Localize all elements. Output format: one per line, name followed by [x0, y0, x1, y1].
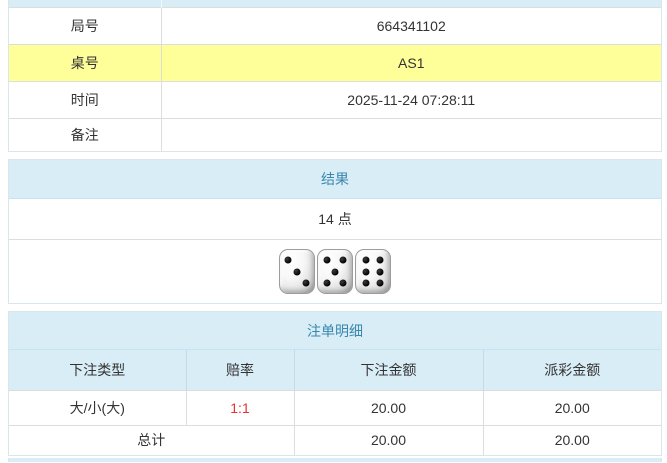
result-points: 14 点: [9, 199, 661, 239]
result-panel-title: 结果: [9, 160, 661, 199]
game-info-table: 局号 664341102 桌号 AS1 时间 2025-11-24 07:28:…: [9, 0, 661, 151]
col-bet-type: 下注类型: [9, 350, 186, 390]
round-number-value: 664341102: [160, 6, 661, 44]
die-face-3-icon: [279, 249, 315, 294]
bet-row: 大/小(大) 1:1 20.00 20.00: [9, 389, 661, 425]
bet-details-table: 下注类型 赔率 下注金额 派彩金额 大/小(大) 1:1 20.00 20.00…: [9, 350, 661, 455]
table-number-label: 桌号: [9, 43, 161, 81]
info-row-1: 桌号 AS1: [9, 43, 661, 81]
bet-type-value: 大/小(大): [9, 389, 186, 425]
cutoff-header-row: [9, 0, 661, 7]
bet-amount-value: 20.00: [293, 389, 483, 425]
remark-value: [160, 117, 661, 151]
bets-header-row: 下注类型 赔率 下注金额 派彩金额: [9, 350, 661, 390]
game-info-panel: 局号 664341102 桌号 AS1 时间 2025-11-24 07:28:…: [8, 0, 662, 152]
time-value: 2025-11-24 07:28:11: [160, 80, 661, 118]
col-bet-amount: 下注金额: [293, 350, 483, 390]
die-face-6-icon: [355, 249, 391, 294]
cutoff-header-cell: [9, 0, 161, 7]
total-label: 总计: [9, 424, 294, 455]
info-row-2: 时间 2025-11-24 07:28:11: [9, 80, 661, 118]
total-bet-amount: 20.00: [293, 424, 483, 455]
info-row-3: 备注: [9, 117, 661, 151]
next-panel-header-partial: [8, 458, 662, 462]
time-label: 时间: [9, 80, 161, 118]
cutoff-header-cell: [160, 0, 661, 7]
bet-details-title: 注单明细: [9, 312, 661, 350]
total-row: 总计 20.00 20.00: [9, 424, 661, 455]
bet-details-panel: 注单明细 下注类型 赔率 下注金额 派彩金额 大/小(大) 1:1 20.00 …: [8, 311, 662, 456]
dice-row: [9, 239, 661, 303]
table-number-value: AS1: [160, 43, 661, 81]
remark-label: 备注: [9, 117, 161, 151]
odds-value: 1:1: [185, 389, 294, 425]
payout-amount-value: 20.00: [482, 389, 661, 425]
die-face-5-icon: [317, 249, 353, 294]
col-payout-amount: 派彩金额: [482, 350, 661, 390]
result-panel: 结果 14 点: [8, 159, 662, 304]
round-number-label: 局号: [9, 6, 161, 44]
info-row-0: 局号 664341102: [9, 6, 661, 44]
col-odds: 赔率: [185, 350, 294, 390]
total-payout-amount: 20.00: [482, 424, 661, 455]
